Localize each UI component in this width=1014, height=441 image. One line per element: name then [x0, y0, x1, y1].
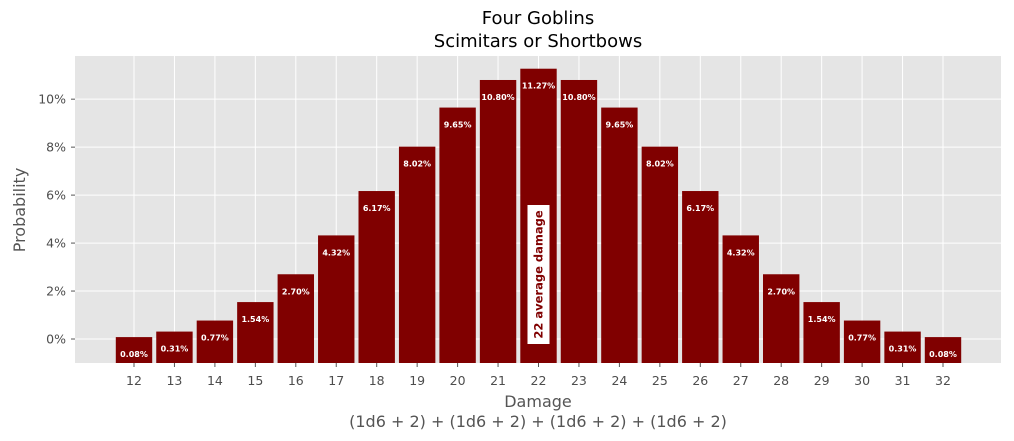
- x-tick-label: 26: [692, 373, 708, 388]
- y-tick-label: 2%: [46, 284, 66, 299]
- x-tick-label: 19: [409, 373, 425, 388]
- bar-value-label: 0.31%: [161, 345, 189, 354]
- x-ticks: 12 13 14 15 16 17 18 19 20 21 22 23 24 25 26 27 28 29 30 31…: [126, 363, 951, 388]
- chart-subtitle: Scimitars or Shortbows: [434, 31, 642, 52]
- bar-value-label: 10.80%: [562, 93, 595, 102]
- x-tick-label: 17: [328, 373, 344, 388]
- bar: [641, 146, 679, 363]
- bar-value-label: 6.17%: [686, 204, 714, 213]
- bar-value-label: 9.65%: [444, 121, 472, 130]
- x-tick-label: 31: [895, 373, 911, 388]
- bar: [439, 107, 476, 363]
- x-tick-label: 12: [126, 373, 142, 388]
- bar-labels: 0.08% 0.31% 0.77% 1.54% 2.70% 4.32% 6.17% 8.02%…: [120, 82, 957, 359]
- annotation-text: 22 average damage: [532, 210, 546, 338]
- x-tick-label: 30: [854, 373, 870, 388]
- bar-value-label: 8.02%: [403, 160, 431, 169]
- x-tick-label: 24: [611, 373, 627, 388]
- bar: [277, 274, 315, 363]
- bar-value-label: 9.65%: [606, 121, 634, 130]
- x-tick-label: 29: [814, 373, 830, 388]
- bar-value-label: 10.80%: [481, 93, 514, 102]
- x-tick-label: 16: [288, 373, 304, 388]
- bar: [115, 337, 153, 363]
- x-tick-label: 25: [652, 373, 668, 388]
- bar-value-label: 4.32%: [727, 248, 755, 257]
- bar-value-label: 1.54%: [241, 315, 269, 324]
- bar-value-label: 4.32%: [322, 248, 350, 257]
- bar-value-label: 0.77%: [848, 334, 876, 343]
- bar: [924, 337, 962, 363]
- average-annotation: 22 average damage: [527, 205, 550, 344]
- bar: [156, 331, 193, 363]
- x-tick-label: 28: [773, 373, 789, 388]
- bar-value-label: 8.02%: [646, 160, 674, 169]
- y-tick-label: 4%: [46, 236, 66, 251]
- bar-value-label: 1.54%: [808, 315, 836, 324]
- bar: [601, 107, 638, 363]
- x-tick-label: 18: [369, 373, 385, 388]
- y-tick-label: 6%: [46, 188, 66, 203]
- bar: [196, 320, 234, 363]
- x-tick-label: 27: [733, 373, 749, 388]
- x-tick-label: 23: [571, 373, 587, 388]
- x-axis-label: Damage: [504, 392, 572, 411]
- bar-value-label: 0.08%: [929, 350, 957, 359]
- x-tick-label: 21: [490, 373, 506, 388]
- bar: [803, 302, 840, 363]
- x-tick-label: 20: [450, 373, 466, 388]
- bars: [115, 68, 962, 363]
- bar-value-label: 0.08%: [120, 350, 148, 359]
- y-tick-label: 8%: [46, 140, 66, 155]
- bar-value-label: 2.70%: [767, 287, 795, 296]
- x-tick-label: 15: [247, 373, 263, 388]
- x-tick-label: 22: [531, 373, 547, 388]
- bar: [843, 320, 881, 363]
- y-ticks: 0% 2% 4% 6% 8% 10%: [38, 92, 75, 347]
- y-tick-label: 0%: [46, 332, 66, 347]
- bar-value-label: 6.17%: [363, 204, 391, 213]
- bar: [722, 235, 759, 363]
- bar: [682, 191, 719, 363]
- bar: [479, 79, 517, 363]
- annotation-box: [527, 205, 550, 344]
- bar: [318, 235, 355, 363]
- bar: [884, 331, 921, 363]
- x-tick-label: 14: [207, 373, 223, 388]
- bar: [560, 79, 598, 363]
- bar-value-label: 0.31%: [889, 345, 917, 354]
- bar: [762, 274, 800, 363]
- chart-title: Four Goblins: [482, 8, 594, 29]
- y-axis-label: Probability: [10, 168, 29, 253]
- x-tick-label: 13: [166, 373, 182, 388]
- bar-value-label: 0.77%: [201, 334, 229, 343]
- x-axis-label-formula: (1d6 + 2) + (1d6 + 2) + (1d6 + 2) + (1d6…: [349, 412, 727, 431]
- bar-value-label: 11.27%: [522, 82, 555, 91]
- y-tick-label: 10%: [38, 92, 66, 107]
- bar: [358, 191, 395, 363]
- x-tick-label: 32: [935, 373, 951, 388]
- bar: [237, 302, 274, 363]
- bar-value-label: 2.70%: [282, 287, 310, 296]
- bar: [398, 146, 436, 363]
